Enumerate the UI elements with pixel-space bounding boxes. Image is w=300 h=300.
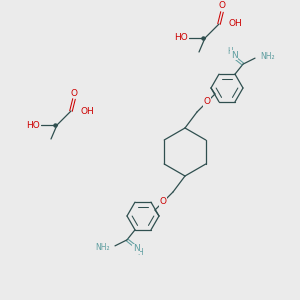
Text: H: H bbox=[137, 248, 143, 257]
Text: N: N bbox=[133, 244, 140, 253]
Text: H: H bbox=[227, 46, 233, 56]
Text: NH₂: NH₂ bbox=[95, 243, 110, 252]
Text: O: O bbox=[218, 2, 226, 10]
Text: HO: HO bbox=[174, 34, 188, 43]
Text: O: O bbox=[70, 88, 77, 98]
Text: O: O bbox=[203, 98, 211, 106]
Text: OH: OH bbox=[80, 106, 94, 116]
Text: NH₂: NH₂ bbox=[260, 52, 275, 61]
Text: OH: OH bbox=[228, 20, 242, 28]
Text: N: N bbox=[231, 51, 237, 60]
Text: O: O bbox=[160, 197, 167, 206]
Text: HO: HO bbox=[26, 121, 40, 130]
